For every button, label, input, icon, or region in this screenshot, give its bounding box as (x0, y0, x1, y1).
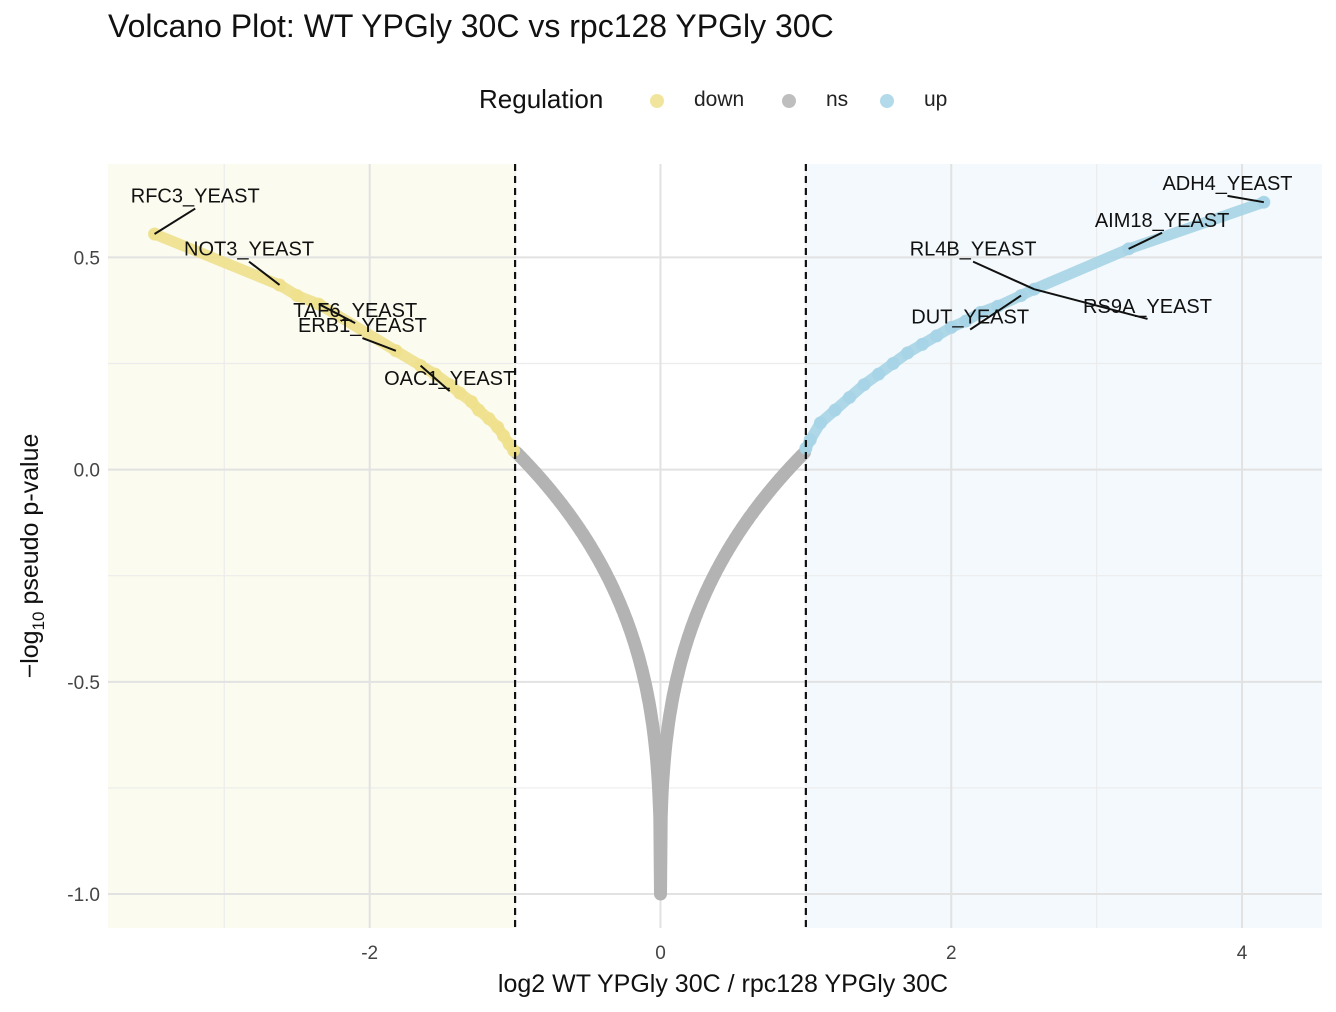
up-point (857, 378, 871, 392)
x-tick-label: -2 (361, 943, 378, 964)
y-tick-label: 0.5 (74, 248, 100, 269)
annotation-label: NOT3_YEAST (184, 239, 314, 261)
down-point (453, 386, 467, 400)
annotation-label: RS9A_YEAST (1083, 296, 1212, 318)
annotation-label: RFC3_YEAST (131, 186, 260, 208)
legend-title: Regulation (479, 84, 604, 114)
y-axis-title-suffix: pseudo p-value (16, 434, 44, 612)
legend-key-down (650, 94, 664, 108)
ns-series-curve (510, 446, 811, 901)
annotation-label: RL4B_YEAST (910, 239, 1037, 261)
up-point (813, 416, 827, 430)
region-up (805, 164, 1322, 928)
annotation-label: TAF6_YEAST (293, 300, 417, 322)
annotation-leader (972, 260, 1035, 291)
down-point (482, 412, 496, 426)
annotation-leader (153, 207, 196, 235)
y-tick-label: -0.5 (67, 673, 100, 694)
annotation-leader (248, 260, 281, 286)
up-point (930, 329, 944, 343)
y-axis-title-subscript: 10 (29, 612, 48, 631)
down-point (290, 289, 304, 303)
annotation-leader (1033, 288, 1148, 320)
x-tick-label: 0 (655, 943, 666, 964)
up-point (872, 367, 886, 381)
legend-key-ns (782, 94, 796, 108)
down-point (428, 367, 442, 381)
x-tick-label: 4 (1237, 943, 1248, 964)
annotation-leader (1128, 231, 1163, 250)
chart-title: Volcano Plot: WT YPGly 30C vs rpc128 YPG… (108, 8, 834, 44)
annotation-label: DUT_YEAST (911, 307, 1029, 329)
legend: Regulation down ns up (0, 82, 1336, 118)
annotation-leader (362, 337, 397, 352)
legend-key-up (880, 94, 894, 108)
legend-label-ns: ns (826, 88, 849, 111)
y-tick-label: -1.0 (67, 885, 100, 906)
annotation-leader (318, 303, 356, 325)
up-point (799, 441, 813, 455)
up-point (828, 403, 842, 417)
annotation-leader (419, 364, 451, 392)
up-point (901, 346, 915, 360)
annotation-label: ADH4_YEAST (1162, 173, 1292, 195)
x-axis-title: log2 WT YPGly 30C / rpc128 YPGly 30C (498, 970, 948, 998)
x-tick-label: 2 (946, 943, 957, 964)
down-point (464, 395, 478, 409)
legend-label-down: down (694, 88, 745, 111)
region-down (108, 164, 516, 928)
up-point (944, 320, 958, 334)
annotation-label: OAC1_YEAST (384, 368, 515, 390)
up-point (842, 390, 856, 404)
annotation-leader (969, 294, 1022, 331)
up-point (915, 337, 929, 351)
annotation-label: AIM18_YEAST (1095, 210, 1230, 232)
up-point (959, 314, 973, 328)
annotation-label: ERB1_YEAST (298, 315, 427, 337)
legend-label-up: up (924, 88, 948, 111)
annotation-leader (1227, 194, 1265, 204)
y-tick-label: 0.0 (74, 461, 100, 482)
y-axis-title-prefix: −log (16, 630, 44, 678)
up-point (973, 306, 987, 320)
down-point (472, 403, 486, 417)
y-axis-title: −log10 pseudo p-value (16, 434, 48, 679)
up-point (886, 356, 900, 370)
down-point (507, 444, 521, 457)
